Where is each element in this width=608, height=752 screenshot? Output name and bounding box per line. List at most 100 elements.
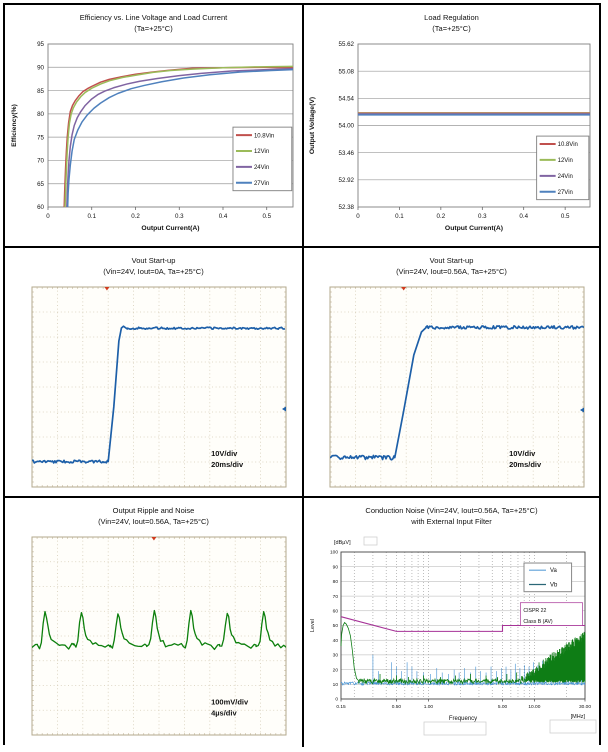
conduction-noise-chart: 0 10 20 30 40 50 60 70 80 90 100 0.15 0.50 1.00 5.00 10…	[310, 536, 597, 736]
svg-text:0: 0	[356, 213, 360, 220]
svg-text:55.08: 55.08	[339, 68, 355, 75]
vout-startup-load-scope: 10V/div 20ms/div	[329, 286, 585, 488]
svg-text:0.3: 0.3	[174, 213, 183, 220]
scope-trace	[31, 325, 285, 464]
panel-title-line2: (Vin=24V, Iout=0.56A, Ta=+25°C)	[396, 267, 507, 276]
svg-text:24Vin: 24Vin	[253, 165, 268, 171]
svg-text:0.5: 0.5	[262, 213, 271, 220]
time-scale-label: 4µs/div	[211, 708, 237, 717]
reference-marker	[580, 407, 584, 413]
time-scale-label: 20ms/div	[211, 460, 244, 469]
svg-text:12Vin: 12Vin	[253, 149, 268, 155]
svg-text:80: 80	[333, 579, 339, 585]
vout-startup-noload-scope: 10V/div 20ms/div	[31, 286, 286, 488]
svg-text:52.92: 52.92	[339, 177, 355, 184]
svg-text:5.00: 5.00	[498, 704, 508, 710]
svg-text:0.2: 0.2	[131, 213, 140, 220]
svg-text:10.8Vin: 10.8Vin	[253, 133, 273, 139]
svg-text:Vb: Vb	[550, 583, 558, 589]
panel-title-line2: (Ta=+25°C)	[134, 24, 173, 33]
panel-ripple-noise-title: Output Ripple and Noise (Vin=24V, Iout=0…	[5, 498, 302, 532]
svg-text:0.5: 0.5	[561, 213, 570, 220]
panel-title-line2: (Vin=24V, Iout=0A, Ta=+25°C)	[103, 267, 204, 276]
panel-load-regulation: Load Regulation (Ta=+25°C) 52.38 52.92 53.…	[304, 5, 599, 248]
svg-text:30: 30	[333, 653, 339, 659]
svg-text:Output Voltage(V): Output Voltage(V)	[309, 97, 316, 154]
svg-text:95: 95	[37, 41, 44, 48]
vb-trace	[340, 621, 586, 686]
svg-text:0.2: 0.2	[437, 213, 446, 220]
svg-text:54.00: 54.00	[339, 123, 355, 130]
svg-text:Frequency: Frequency	[449, 716, 477, 722]
svg-text:85: 85	[37, 88, 44, 95]
scope-trace	[330, 324, 584, 461]
trigger-marker	[150, 537, 156, 541]
svg-text:55.62: 55.62	[339, 41, 355, 48]
vertical-scale-label: 100mV/div	[211, 697, 249, 706]
panel-title-line2: (Vin=24V, Iout=0.56A, Ta=+25°C)	[98, 517, 209, 526]
svg-text:60: 60	[37, 204, 44, 211]
panel-conduction-noise-title: Conduction Noise (Vin=24V, Iout=0.56A, T…	[304, 498, 599, 532]
svg-text:100: 100	[330, 550, 338, 556]
svg-text:24Vin: 24Vin	[558, 174, 573, 180]
panel-ripple-noise: Output Ripple and Noise (Vin=24V, Iout=0…	[5, 498, 304, 747]
vertical-scale-label: 10V/div	[211, 449, 238, 458]
svg-text:60: 60	[333, 609, 339, 615]
panel-load-regulation-title: Load Regulation (Ta=+25°C)	[304, 5, 599, 39]
svg-text:10.8Vin: 10.8Vin	[558, 142, 578, 148]
panel-efficiency: Efficiency vs. Line Voltage and Load Cur…	[5, 5, 304, 248]
svg-text:0.15: 0.15	[336, 704, 346, 710]
panel-vout-startup-load: Vout Start-up (Vin=24V, Iout=0.56A, Ta=+…	[304, 248, 599, 498]
svg-text:90: 90	[333, 564, 339, 570]
svg-text:90: 90	[37, 64, 44, 71]
cispr-limit-label: CISPR 22 Class B (AV)	[519, 602, 583, 626]
panel-title-line1: Efficiency vs. Line Voltage and Load Cur…	[79, 13, 228, 22]
svg-text:75: 75	[37, 134, 44, 141]
ripple-noise-scope: 100mV/div 4µs/div	[31, 536, 286, 736]
x-unit-label: [MHz]	[571, 714, 586, 720]
svg-text:0: 0	[335, 697, 338, 703]
panel-title-line1: Vout Start-up	[429, 256, 474, 265]
svg-text:65: 65	[37, 181, 44, 188]
svg-text:27Vin: 27Vin	[253, 181, 268, 187]
svg-text:0.4: 0.4	[218, 213, 227, 220]
svg-text:0.1: 0.1	[395, 213, 404, 220]
svg-text:70: 70	[37, 158, 44, 165]
reference-marker	[281, 406, 286, 412]
panel-vout-startup-noload-title: Vout Start-up (Vin=24V, Iout=0A, Ta=+25°…	[5, 248, 302, 282]
svg-text:12Vin: 12Vin	[558, 158, 573, 164]
svg-text:52.38: 52.38	[339, 204, 355, 211]
panel-title-line1: Load Regulation	[424, 13, 479, 22]
svg-text:Efficiency(%): Efficiency(%)	[11, 104, 18, 147]
svg-text:40: 40	[333, 638, 339, 644]
svg-text:0.50: 0.50	[392, 704, 402, 710]
trigger-marker	[401, 287, 407, 291]
y-unit-label: [dBµV]	[334, 540, 351, 546]
svg-text:CISPR 22: CISPR 22	[523, 608, 546, 614]
svg-text:1.00: 1.00	[424, 704, 434, 710]
chart-legend: 10.8Vin 12Vin 24Vin 27Vin	[232, 126, 292, 192]
datasheet-characteristics-page: Efficiency vs. Line Voltage and Load Cur…	[3, 3, 601, 747]
svg-text:Output Current(A): Output Current(A)	[141, 225, 199, 232]
chart-legend: Va Vb	[523, 562, 573, 593]
svg-text:0.4: 0.4	[519, 213, 528, 220]
svg-text:20: 20	[333, 667, 339, 673]
panel-conduction-noise: Conduction Noise (Vin=24V, Iout=0.56A, T…	[304, 498, 599, 747]
svg-text:Class B (AV): Class B (AV)	[523, 619, 553, 625]
vertical-scale-label: 10V/div	[509, 449, 536, 458]
chart-legend: 10.8Vin 12Vin 24Vin 27Vin	[536, 135, 590, 201]
time-scale-label: 20ms/div	[509, 460, 542, 469]
panel-title-line1: Vout Start-up	[131, 256, 176, 265]
svg-text:0: 0	[46, 213, 50, 220]
svg-text:30.00: 30.00	[579, 704, 591, 710]
efficiency-chart: 60 65 70 75 80 85 90 95 0 0.1 0.2 0.3 0.4 0.5 Output C…	[11, 41, 293, 232]
svg-text:Output Current(A): Output Current(A)	[445, 225, 503, 232]
load-regulation-chart: 52.38 52.92 53.46 54.00 54.54 55.08 55.62 0 0.1 0…	[309, 41, 591, 232]
svg-text:0.1: 0.1	[87, 213, 96, 220]
svg-text:80: 80	[37, 111, 44, 118]
svg-text:54.54: 54.54	[339, 96, 355, 103]
panel-vout-startup-noload: Vout Start-up (Vin=24V, Iout=0A, Ta=+25°…	[5, 248, 304, 498]
svg-text:0.3: 0.3	[478, 213, 487, 220]
panel-efficiency-title: Efficiency vs. Line Voltage and Load Cur…	[5, 5, 302, 39]
svg-text:Level: Level	[310, 619, 316, 632]
